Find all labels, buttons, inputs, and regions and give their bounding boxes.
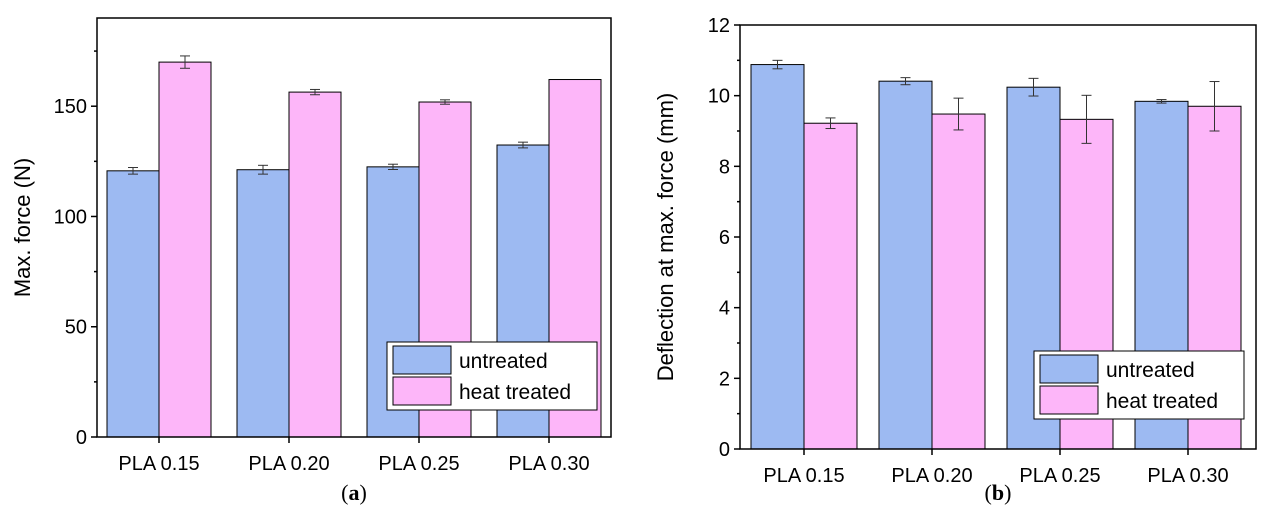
- y-tick-label: 2: [719, 368, 730, 390]
- bar-heat-treated-pla-0-20: [288, 91, 342, 438]
- chart-b-error-bars: [772, 59, 1220, 144]
- y-tick-label: 150: [54, 96, 87, 118]
- y-tick-label: 8: [719, 156, 730, 178]
- x-tick-label: PLA 0.25: [1019, 465, 1100, 487]
- chart-b-y-axis: 0 2 4 6 8 10 12: [708, 15, 740, 461]
- x-tick-label: PLA 0.30: [508, 453, 589, 475]
- bar-heat-treated-pla-0-15: [158, 61, 212, 438]
- legend-swatch-untreated: [1039, 354, 1099, 384]
- y-tick-label: 0: [719, 439, 730, 461]
- chart-a-panel-label: (a): [341, 480, 367, 505]
- chart-b-panel-label: (b): [985, 480, 1012, 505]
- error-bar: [1156, 99, 1167, 104]
- error-bar: [1081, 94, 1092, 144]
- chart-b-legend: untreated heat treated: [1033, 350, 1245, 420]
- y-tick-label: 50: [65, 317, 87, 339]
- bar-untreated-pla-0-20: [236, 169, 290, 438]
- error-bar: [772, 59, 783, 70]
- bar-untreated-pla-0-15: [750, 64, 805, 450]
- error-bar: [128, 167, 138, 175]
- error-bar: [518, 141, 528, 149]
- error-bar: [825, 117, 836, 130]
- x-tick-label: PLA 0.20: [891, 465, 972, 487]
- error-bar: [310, 88, 320, 96]
- legend-swatch-heat-treated: [1039, 385, 1099, 415]
- legend-label-heat-treated: heat treated: [459, 381, 571, 404]
- legend-label-heat-treated: heat treated: [1106, 390, 1218, 413]
- chart-a-panel-letter: a: [349, 480, 360, 505]
- error-bar: [180, 55, 190, 69]
- error-bar: [258, 164, 268, 175]
- bar-untreated-pla-0-15: [106, 170, 160, 438]
- chart-a-legend: untreated heat treated: [386, 341, 598, 411]
- chart-a-y-axis: 0 50 100 150: [54, 50, 97, 449]
- x-tick-label: PLA 0.15: [118, 453, 199, 475]
- chart-b-y-axis-label: Deflection at max. force (mm): [653, 93, 678, 382]
- error-bar: [900, 77, 911, 86]
- x-tick-label: PLA 0.25: [378, 453, 459, 475]
- error-bar: [388, 163, 398, 171]
- y-tick-label: 4: [719, 298, 730, 320]
- chart-b-x-axis: PLA 0.15 PLA 0.20 PLA 0.25 PLA 0.30: [763, 449, 1229, 487]
- chart-a-plot-frame: [96, 17, 612, 438]
- y-tick-label: 0: [76, 427, 87, 449]
- y-tick-label: 100: [54, 206, 87, 228]
- legend-swatch-heat-treated: [392, 376, 452, 406]
- y-tick-label: 12: [708, 15, 730, 37]
- chart-a-x-axis: PLA 0.15 PLA 0.20 PLA 0.25 PLA 0.30: [118, 437, 590, 475]
- bar-heat-treated-pla-0-15: [803, 122, 858, 450]
- legend-swatch-untreated: [392, 345, 452, 375]
- bar-heat-treated-pla-0-20: [931, 113, 986, 450]
- chart-a-y-axis-label: Max. force (N): [10, 158, 35, 297]
- chart-a-error-bars: [128, 55, 528, 175]
- x-tick-label: PLA 0.30: [1147, 465, 1228, 487]
- error-bar: [1209, 81, 1220, 132]
- y-tick-label: 6: [719, 227, 730, 249]
- x-tick-label: PLA 0.15: [763, 465, 844, 487]
- error-bar: [440, 99, 450, 105]
- legend-label-untreated: untreated: [1106, 359, 1195, 382]
- bar-untreated-pla-0-20: [878, 80, 933, 450]
- x-tick-label: PLA 0.20: [248, 453, 329, 475]
- error-bar: [1028, 77, 1039, 97]
- error-bar: [953, 97, 964, 131]
- legend-label-untreated: untreated: [459, 350, 548, 373]
- y-tick-label: 10: [708, 86, 730, 108]
- chart-b-panel-letter: b: [992, 480, 1004, 505]
